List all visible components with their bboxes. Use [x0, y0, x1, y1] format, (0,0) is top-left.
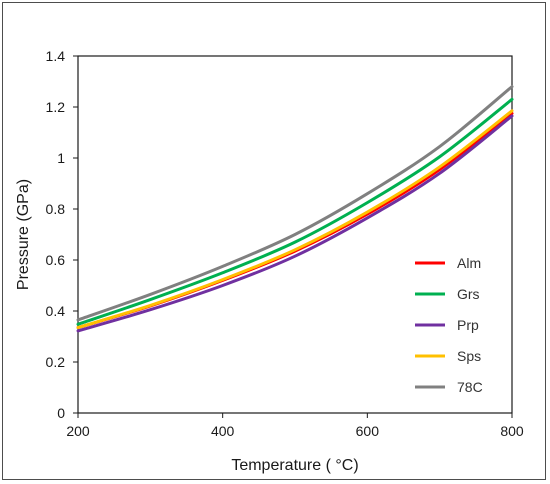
x-tick-label: 600	[356, 423, 380, 439]
series-line-sps	[76, 109, 514, 330]
series-line-prp	[76, 114, 514, 333]
y-tick-label: 0	[57, 405, 65, 421]
series-line-grs	[76, 97, 514, 326]
series-line-alm	[76, 111, 514, 330]
legend-label: Sps	[457, 348, 481, 364]
x-tick-label: 800	[500, 423, 524, 439]
y-axis-title: Pressure (GPa)	[15, 179, 32, 290]
y-tick-label: 1.4	[46, 48, 66, 64]
x-tick-label: 200	[66, 423, 90, 439]
legend-label: Alm	[457, 255, 481, 271]
chart-frame	[2, 2, 546, 480]
y-tick-label: 0.6	[46, 252, 66, 268]
series-line-78c	[76, 85, 514, 322]
legend-label: Grs	[457, 286, 480, 302]
plot-axes	[73, 55, 513, 418]
y-tick-label: 1.2	[46, 99, 66, 115]
tick-labels: 200 400 600 800 0 0.2 0.4 0.6 0.8 1 1.2 1.4	[46, 48, 524, 439]
y-tick-label: 1	[57, 150, 65, 166]
x-tick-label: 400	[211, 423, 235, 439]
y-tick-label: 0.4	[46, 303, 66, 319]
y-tick-label: 0.2	[46, 354, 66, 370]
plot-area-border	[77, 55, 513, 414]
legend-label: Prp	[457, 317, 479, 333]
series-group	[76, 85, 514, 333]
legend-label: 78C	[457, 379, 483, 395]
x-axis-title: Temperature ( °C)	[231, 457, 358, 474]
legend: Alm Grs Prp Sps 78C	[415, 255, 483, 395]
y-tick-label: 0.8	[46, 201, 66, 217]
